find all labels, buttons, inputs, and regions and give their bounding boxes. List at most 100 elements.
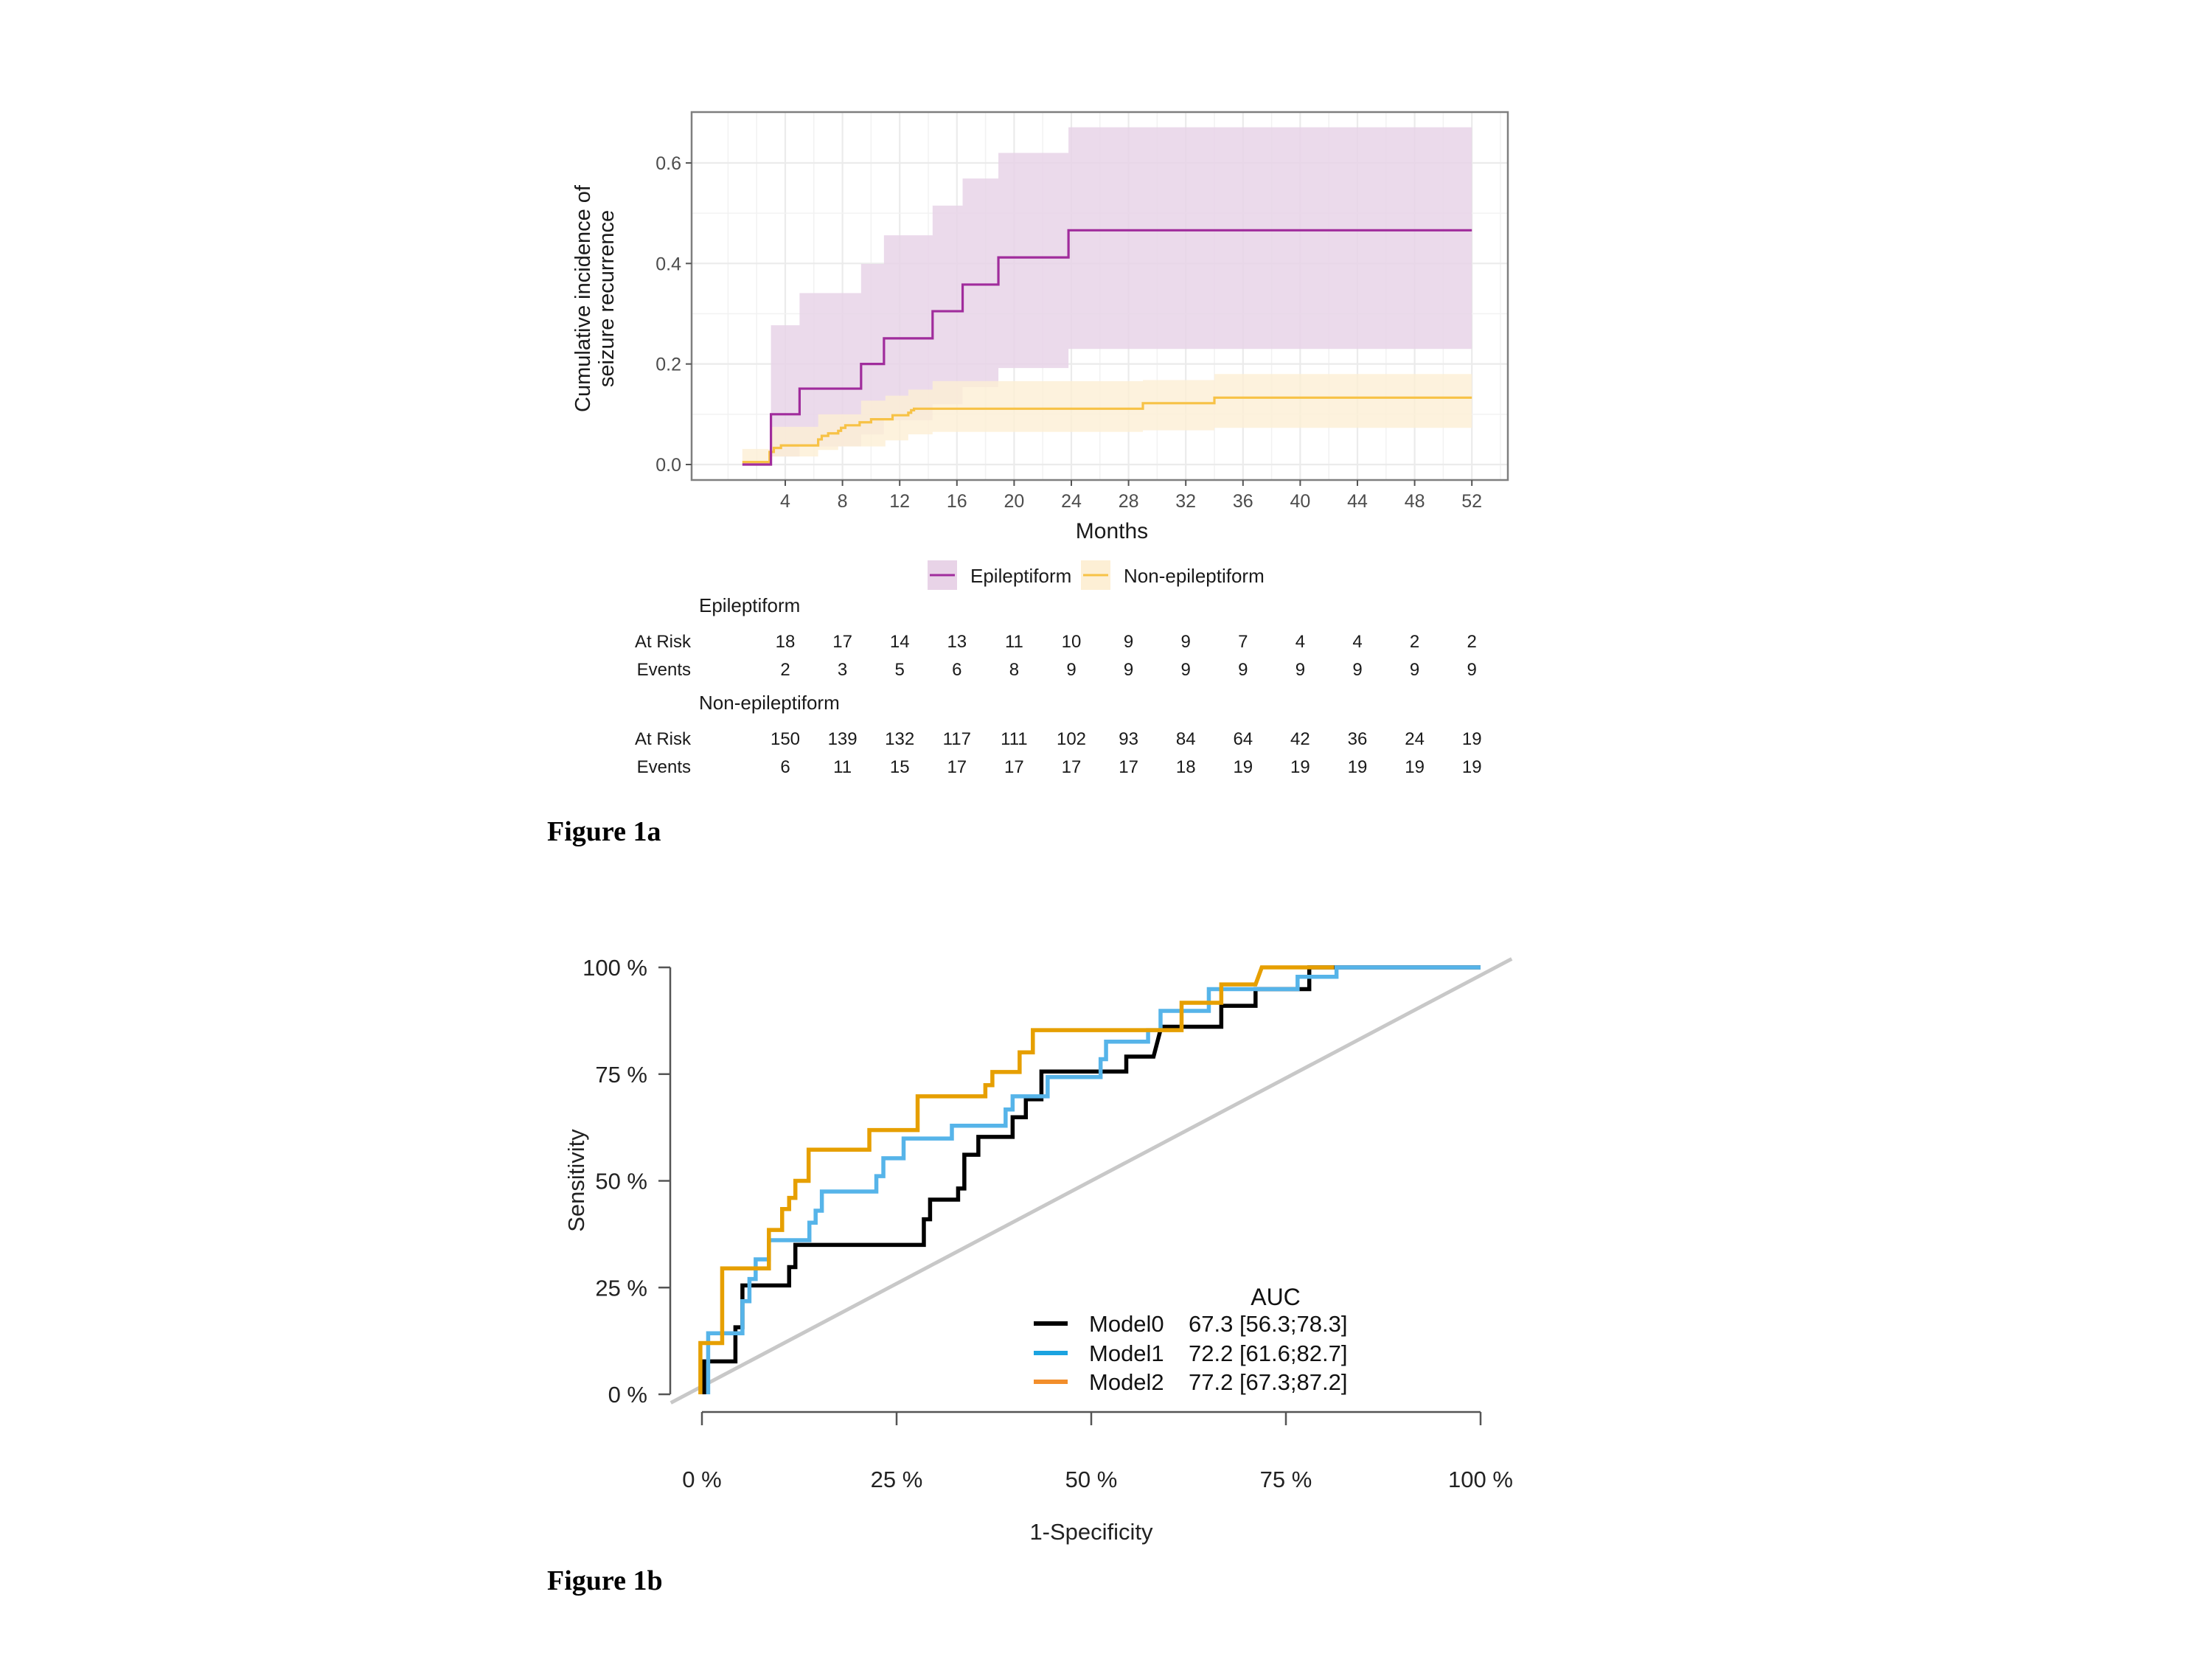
risk-table-cell: 139 bbox=[828, 729, 858, 749]
risk-table-row-label: At Risk bbox=[635, 729, 692, 749]
x-tick-label: 44 bbox=[1347, 491, 1368, 512]
x-tick-label: 50 % bbox=[1065, 1467, 1118, 1492]
risk-table-cell: 9 bbox=[1352, 660, 1362, 680]
roc-curve-model1 bbox=[706, 965, 1481, 1394]
plot-panel-border bbox=[690, 111, 1509, 481]
risk-table-cell: 2 bbox=[1467, 632, 1477, 652]
legend-label-model0: Model0 bbox=[1089, 1311, 1164, 1337]
risk-table-cell: 19 bbox=[1348, 757, 1368, 777]
legend-auc-model1: 72.2 [61.6;82.7] bbox=[1189, 1340, 1347, 1366]
risk-table-cell: 36 bbox=[1348, 729, 1368, 749]
incidence-curves bbox=[742, 229, 1472, 466]
risk-table-cell: 9 bbox=[1124, 660, 1133, 680]
risk-table-cell: 17 bbox=[832, 632, 852, 652]
legend-header-auc: AUC bbox=[1251, 1284, 1301, 1310]
legend-item-non-epileptiform: Non-epileptiform bbox=[1081, 560, 1265, 590]
x-axis-ticks: 0 % 25 % 50 % 75 % 100 % bbox=[682, 1412, 1513, 1492]
risk-table-cell: 18 bbox=[776, 632, 796, 652]
roc-curves bbox=[698, 965, 1481, 1394]
risk-table-cell: 9 bbox=[1410, 660, 1419, 680]
risk-table-cell: 117 bbox=[943, 729, 971, 749]
y-axis-ticks: 0.0 0.2 0.4 0.6 bbox=[655, 153, 692, 476]
x-tick-label: 16 bbox=[947, 491, 967, 512]
risk-table-cell: 4 bbox=[1352, 632, 1362, 652]
legend-item-model0: Model0 67.3 [56.3;78.3] bbox=[1034, 1311, 1347, 1337]
legend-auc-model2: 77.2 [67.3;87.2] bbox=[1189, 1369, 1347, 1395]
risk-table-cell: 11 bbox=[1005, 632, 1023, 652]
risk-table-cell: 84 bbox=[1176, 729, 1196, 749]
risk-table-cell: 64 bbox=[1233, 729, 1253, 749]
risk-table-cell: 9 bbox=[1124, 632, 1133, 652]
risk-table-cell: 17 bbox=[947, 757, 967, 777]
risk-table-cell: 9 bbox=[1181, 632, 1191, 652]
y-axis-label-line2: seizure recurrence bbox=[595, 210, 619, 387]
legend-item-model2: Model2 77.2 [67.3;87.2] bbox=[1034, 1369, 1347, 1395]
x-tick-label: 0 % bbox=[682, 1467, 721, 1492]
risk-table-row-label: Events bbox=[637, 757, 691, 777]
risk-table-cell: 93 bbox=[1119, 729, 1138, 749]
confidence-band-epileptiform bbox=[742, 127, 1472, 465]
risk-table-cell: 19 bbox=[1233, 757, 1253, 777]
confidence-band-non-epileptiform bbox=[742, 365, 1472, 465]
risk-table-cell: 111 bbox=[1001, 729, 1027, 749]
risk-table-cell: 24 bbox=[1405, 729, 1425, 749]
y-tick-label: 0.4 bbox=[655, 254, 681, 274]
roc-curve-model0 bbox=[702, 965, 1481, 1394]
risk-table-cell: 19 bbox=[1462, 757, 1482, 777]
risk-table-cell: 9 bbox=[1181, 660, 1191, 680]
x-tick-label: 20 bbox=[1004, 491, 1024, 512]
legend: Epileptiform Non-epileptiform bbox=[928, 560, 1265, 590]
risk-table-cell: 132 bbox=[885, 729, 914, 749]
legend-item-model1: Model1 72.2 [61.6;82.7] bbox=[1034, 1340, 1347, 1366]
x-axis-label: Months bbox=[1076, 519, 1148, 543]
risk-table-cell: 9 bbox=[1467, 660, 1477, 680]
legend-item-epileptiform: Epileptiform bbox=[928, 560, 1071, 590]
x-tick-label: 40 bbox=[1290, 491, 1310, 512]
x-tick-label: 32 bbox=[1175, 491, 1196, 512]
risk-table-cell: 9 bbox=[1295, 660, 1305, 680]
legend-label-model1: Model1 bbox=[1089, 1340, 1164, 1366]
x-tick-label: 28 bbox=[1119, 491, 1139, 512]
risk-table-cell: 5 bbox=[895, 660, 905, 680]
figure-1a-caption: Figure 1a bbox=[547, 816, 661, 847]
x-axis-label: 1-Specificity bbox=[1029, 1519, 1153, 1545]
x-tick-label: 8 bbox=[838, 491, 848, 512]
risk-table-cell: 15 bbox=[890, 757, 910, 777]
legend-label-non-epileptiform: Non-epileptiform bbox=[1124, 565, 1265, 587]
risk-table-cell: 13 bbox=[947, 632, 967, 652]
y-tick-label: 0.2 bbox=[655, 355, 681, 375]
y-tick-label: 25 % bbox=[595, 1275, 647, 1301]
x-tick-label: 25 % bbox=[871, 1467, 923, 1492]
roc-legend: AUC Model0 67.3 [56.3;78.3] Model1 72.2 [61… bbox=[1034, 1284, 1347, 1395]
risk-table-cell: 9 bbox=[1238, 660, 1248, 680]
x-tick-label: 12 bbox=[889, 491, 910, 512]
risk-table-cell: 10 bbox=[1062, 632, 1082, 652]
y-tick-label: 50 % bbox=[595, 1169, 647, 1194]
x-tick-label: 4 bbox=[780, 491, 790, 512]
figure-1b-caption: Figure 1b bbox=[547, 1565, 663, 1596]
legend-label-epileptiform: Epileptiform bbox=[970, 565, 1071, 587]
risk-table-cell: 19 bbox=[1462, 729, 1482, 749]
legend-auc-model0: 67.3 [56.3;78.3] bbox=[1189, 1311, 1347, 1337]
x-tick-label: 48 bbox=[1405, 491, 1425, 512]
y-axis-label: Sensitivity bbox=[563, 1129, 589, 1232]
risk-table-cell: 102 bbox=[1057, 729, 1086, 749]
risk-table-cell: 42 bbox=[1290, 729, 1310, 749]
x-tick-label: 75 % bbox=[1260, 1467, 1312, 1492]
risk-table-cell: 150 bbox=[771, 729, 800, 749]
risk-table-cell: 14 bbox=[890, 632, 910, 652]
risk-table-cell: 2 bbox=[780, 660, 790, 680]
risk-table-cell: 11 bbox=[833, 757, 852, 777]
y-tick-label: 0.0 bbox=[655, 455, 681, 476]
risk-table-cell: 7 bbox=[1238, 632, 1248, 652]
x-axis-ticks: 4 8 12 16 20 24 28 32 36 40 44 48 52 bbox=[780, 480, 1482, 512]
risk-table-cell: 9 bbox=[1066, 660, 1076, 680]
risk-table-cell: 17 bbox=[1119, 757, 1138, 777]
y-axis-label-line1: Cumulative incidence of bbox=[571, 184, 595, 412]
y-tick-label: 0.6 bbox=[655, 153, 681, 174]
risk-table-cell: 8 bbox=[1009, 660, 1019, 680]
x-tick-label: 36 bbox=[1233, 491, 1253, 512]
incidence-curve-epileptiform bbox=[742, 229, 1472, 466]
reference-diagonal bbox=[669, 957, 1513, 1405]
risk-table-group-title: Epileptiform bbox=[699, 594, 800, 616]
